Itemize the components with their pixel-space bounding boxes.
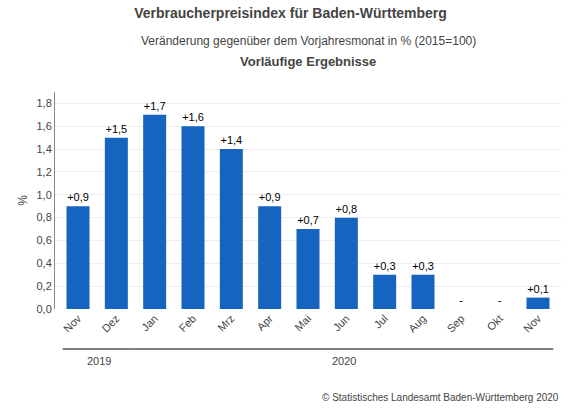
svg-text:0,2: 0,2 [37, 280, 52, 292]
svg-text:Nov: Nov [61, 312, 84, 335]
svg-text:Verbraucherpreisindex für Bade: Verbraucherpreisindex für Baden-Württemb… [134, 5, 447, 21]
svg-text:+1,4: +1,4 [220, 134, 242, 146]
svg-text:+0,8: +0,8 [335, 203, 357, 215]
svg-text:2020: 2020 [332, 355, 356, 367]
svg-text:Jan: Jan [139, 312, 160, 333]
svg-text:+1,6: +1,6 [182, 111, 204, 123]
svg-text:+0,3: +0,3 [374, 260, 396, 272]
svg-text:Okt: Okt [484, 312, 505, 333]
svg-text:Feb: Feb [176, 312, 198, 334]
svg-text:+0,3: +0,3 [412, 260, 434, 272]
svg-text:Jun: Jun [331, 312, 352, 333]
svg-text:+1,7: +1,7 [144, 100, 166, 112]
svg-text:Jul: Jul [372, 312, 390, 330]
svg-text:Aug: Aug [406, 312, 428, 334]
svg-text:1,2: 1,2 [37, 166, 52, 178]
svg-text:1,8: 1,8 [37, 97, 52, 109]
svg-text:2019: 2019 [87, 355, 111, 367]
svg-text:Vorläufige Ergebnisse: Vorläufige Ergebnisse [240, 54, 376, 69]
svg-text:1,4: 1,4 [37, 143, 52, 155]
svg-text:-: - [498, 294, 502, 306]
svg-text:+0,7: +0,7 [297, 214, 319, 226]
svg-text:© Statistisches Landesamt Bade: © Statistisches Landesamt Baden-Württemb… [322, 392, 559, 403]
svg-text:1,6: 1,6 [37, 120, 52, 132]
svg-text:+0,1: +0,1 [527, 283, 549, 295]
svg-text:Apr: Apr [254, 312, 275, 333]
svg-text:+0,9: +0,9 [259, 191, 281, 203]
svg-text:Mrz: Mrz [215, 312, 236, 333]
svg-text:+1,5: +1,5 [105, 123, 127, 135]
svg-text:0,0: 0,0 [37, 303, 52, 315]
svg-text:-: - [459, 294, 463, 306]
svg-text:Veränderung gegenüber dem Vorj: Veränderung gegenüber dem Vorjahresmonat… [141, 34, 476, 48]
svg-text:1,0: 1,0 [37, 189, 52, 201]
svg-text:0,6: 0,6 [37, 234, 52, 246]
svg-text:+0,9: +0,9 [67, 191, 89, 203]
svg-text:Nov: Nov [521, 312, 544, 335]
svg-text:0,8: 0,8 [37, 211, 52, 223]
svg-text:Sep: Sep [444, 312, 466, 334]
svg-text:Dez: Dez [99, 312, 121, 334]
svg-text:0,4: 0,4 [37, 257, 52, 269]
svg-text:Mai: Mai [292, 312, 313, 333]
svg-text:%: % [16, 195, 30, 206]
